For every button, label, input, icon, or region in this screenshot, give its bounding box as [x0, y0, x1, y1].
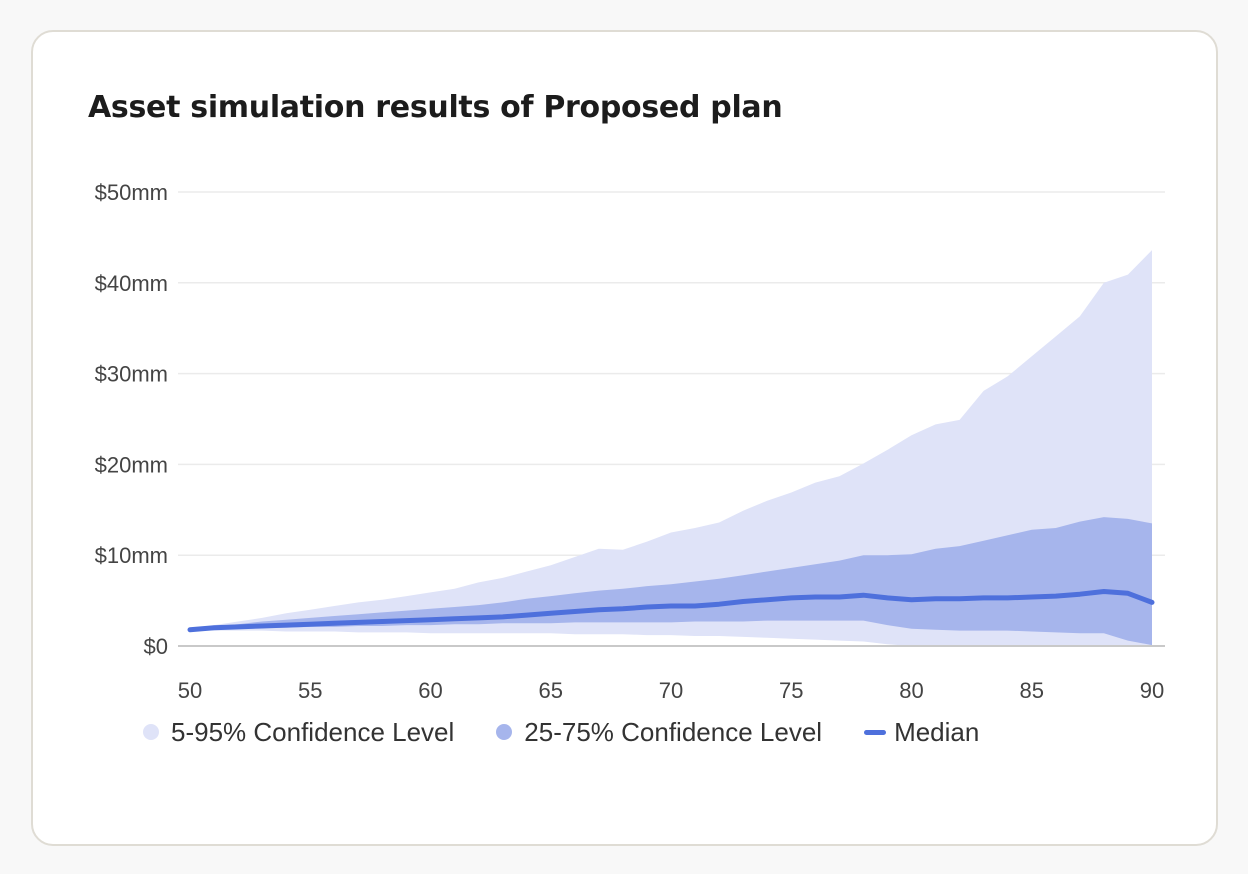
- legend-label-median: Median: [894, 716, 980, 747]
- band-5-95-area: [190, 250, 1152, 646]
- legend-item-inner-band: 25-75% Confidence Level: [496, 717, 822, 748]
- legend-item-outer-band: 5-95% Confidence Level: [143, 717, 454, 748]
- x-tick-label: 85: [1020, 678, 1044, 703]
- legend-item-median: Median: [864, 717, 979, 748]
- x-tick-label: 80: [899, 678, 923, 703]
- x-tick-label: 70: [659, 678, 683, 703]
- x-tick-label: 90: [1140, 678, 1164, 703]
- y-tick-label: $30mm: [95, 362, 168, 387]
- legend-swatch-inner-band: [496, 724, 513, 740]
- legend-swatch-median: [864, 729, 887, 735]
- axes: $0 $10mm $20mm $30mm $40mm $50mm 50 55 60 65 70 75 8…: [95, 180, 1165, 703]
- chart-title: Asset simulation results of Proposed pla…: [88, 90, 783, 125]
- legend-swatch-outer-band: [143, 724, 159, 740]
- legend-label-inner-band: 25-75% Confidence Level: [524, 716, 823, 747]
- confidence-bands: [190, 250, 1152, 646]
- y-tick-label: $40mm: [95, 271, 168, 296]
- legend-label-outer-band: 5-95% Confidence Level: [171, 716, 455, 747]
- median-line: [187, 589, 1155, 633]
- x-tick-label: 65: [539, 678, 563, 703]
- y-tick-label: $50mm: [95, 180, 168, 205]
- chart-legend: 5-95% Confidence Level 25-75% Confidence…: [143, 714, 979, 750]
- y-tick-label: $0: [144, 634, 168, 659]
- x-tick-label: 50: [178, 678, 202, 703]
- x-tick-label: 55: [298, 678, 322, 703]
- band-25-75-area: [190, 517, 1152, 646]
- x-tick-label: 60: [418, 678, 442, 703]
- x-tick-label: 75: [779, 678, 803, 703]
- y-tick-label: $10mm: [95, 543, 168, 568]
- median-line-layer: [187, 589, 1155, 633]
- y-tick-label: $20mm: [95, 452, 168, 477]
